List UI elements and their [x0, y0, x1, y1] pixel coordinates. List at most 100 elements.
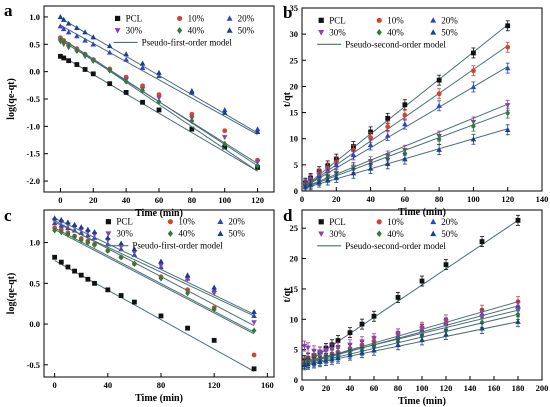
data-point-20%: [85, 232, 91, 238]
y-tick-label: 5: [294, 160, 298, 170]
legend-marker-30%: [318, 29, 325, 36]
data-point-PCL: [368, 129, 373, 135]
data-point-50%: [65, 20, 72, 26]
legend-label-30%: 30%: [329, 27, 346, 37]
legend-label-20%: 20%: [441, 217, 458, 227]
data-point-PCL: [74, 62, 80, 67]
y-tick-label: 1.0: [29, 238, 40, 248]
data-point-30%: [359, 339, 365, 345]
data-point-50%: [251, 308, 257, 314]
data-point-20%: [58, 222, 65, 228]
data-layer: [302, 20, 511, 191]
data-point-PCL: [395, 295, 401, 300]
y-tick-label: 1.0: [29, 12, 40, 22]
legend-label-40%: 40%: [178, 229, 195, 239]
data-point-PCL: [105, 287, 111, 293]
y-axis-label: t/qt: [282, 91, 293, 107]
fit-line-PCL: [54, 260, 255, 372]
x-tick-label: 40: [122, 195, 131, 205]
data-point-40%: [74, 47, 80, 54]
data-point-50%: [118, 240, 124, 246]
legend-label-20%: 20%: [238, 13, 255, 23]
legend-marker-40%: [376, 230, 382, 238]
data-point-50%: [371, 347, 377, 353]
data-point-50%: [347, 352, 353, 358]
legend-marker-30%: [318, 231, 325, 237]
data-point-PCL: [58, 259, 64, 265]
data-point-50%: [123, 51, 129, 57]
data-point-30%: [131, 250, 138, 256]
data-point-PCL: [371, 313, 377, 319]
legend-label-10%: 10%: [178, 217, 195, 227]
data-point-PCL: [347, 330, 353, 336]
data-point-50%: [419, 337, 425, 343]
data-point-50%: [350, 170, 357, 176]
data-point-PCL: [72, 268, 77, 274]
data-point-40%: [140, 87, 145, 94]
y-tick-label: 0.5: [29, 39, 40, 49]
data-point-40%: [107, 67, 113, 74]
data-point-50%: [82, 29, 88, 35]
data-point-50%: [305, 361, 311, 367]
data-point-50%: [158, 258, 164, 264]
data-point-20%: [60, 26, 67, 32]
data-point-PCL: [65, 264, 71, 270]
data-point-50%: [65, 219, 71, 225]
data-point-50%: [323, 357, 329, 363]
legend-label-20%: 20%: [441, 15, 458, 25]
panel-letter: c: [4, 206, 12, 225]
plot-frame: [43, 209, 275, 378]
legend-marker-50%: [217, 230, 224, 237]
data-point-50%: [90, 34, 97, 40]
panel-a: a 0 20 40 60 80 100 120 -2.0 -1.5 -1.0 -0.5 0.0 0.5 1.…: [4, 1, 275, 219]
x-tick-label: 0: [58, 195, 62, 205]
data-point-50%: [71, 221, 78, 227]
y-tick-label: 0.0: [29, 67, 40, 77]
x-tick-label: 80: [188, 195, 197, 205]
legend-label-PCL: PCL: [329, 217, 346, 227]
data-point-PCL: [92, 280, 97, 286]
legend-marker-PCL: [115, 15, 121, 22]
data-point-40%: [189, 117, 195, 125]
legend-marker-20%: [226, 15, 233, 21]
y-tick-label: -1.0: [27, 121, 40, 131]
legend-marker-30%: [105, 231, 112, 237]
data-point-PCL: [158, 313, 164, 319]
legend-label-PCL: PCL: [329, 15, 346, 25]
x-tick-label: 120: [251, 195, 264, 205]
data-point-50%: [184, 272, 191, 278]
legend-marker-10%: [177, 15, 183, 22]
y-axis-label: log(qe-qt): [6, 273, 17, 315]
legend-label-20%: 20%: [228, 217, 245, 227]
data-point-PCL: [66, 58, 72, 64]
x-tick-label: 100: [467, 194, 480, 204]
legend-label-30%: 30%: [116, 229, 133, 239]
data-point-40%: [402, 150, 408, 157]
x-tick-label: 0: [300, 194, 304, 204]
y-tick-label: 20: [290, 254, 299, 264]
data-point-40%: [255, 162, 260, 169]
data-point-40%: [156, 98, 162, 105]
x-tick-label: 160: [488, 383, 501, 393]
x-tick-label: 0: [53, 380, 57, 390]
data-point-30%: [254, 159, 261, 165]
data-point-20%: [106, 49, 113, 55]
data-point-50%: [302, 183, 309, 189]
data-point-50%: [85, 226, 91, 232]
legend: PCL 10% 20% 30% 40% 50% Pseudo-first-order mod…: [104, 217, 245, 251]
data-point-50%: [395, 341, 401, 347]
data-point-PCL: [211, 337, 217, 343]
legend-marker-10%: [376, 219, 382, 225]
legend-marker-30%: [114, 28, 121, 34]
fit-line-30%: [304, 309, 519, 363]
data-point-40%: [78, 237, 84, 244]
data-point-50%: [324, 177, 331, 183]
data-point-20%: [139, 64, 146, 70]
legend-label-50%: 50%: [228, 229, 245, 239]
data-point-30%: [323, 348, 329, 354]
data-point-PCL: [156, 107, 162, 113]
data-point-10%: [189, 111, 195, 117]
data-point-40%: [82, 52, 88, 59]
y-tick-label: 10: [290, 314, 299, 324]
